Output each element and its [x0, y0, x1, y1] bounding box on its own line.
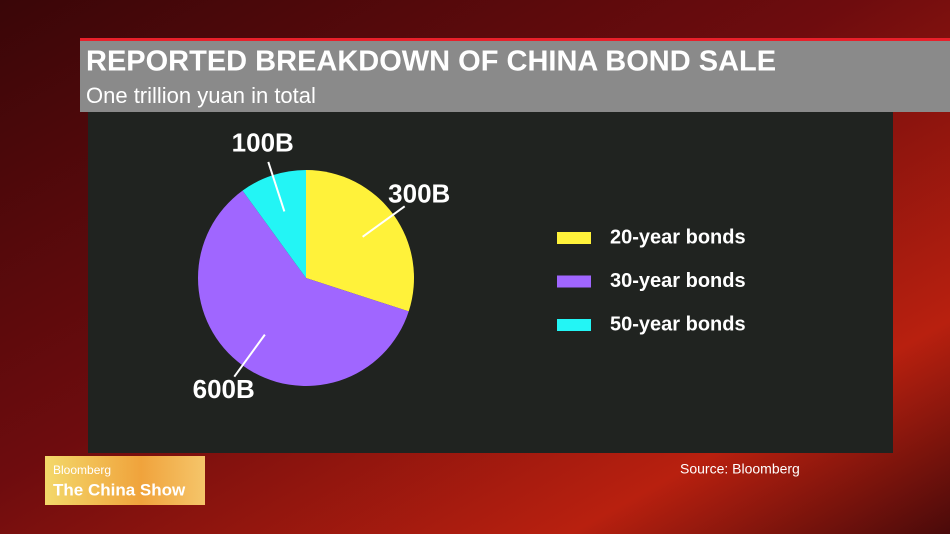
data-label: 100B	[232, 128, 294, 158]
legend-swatch	[557, 275, 591, 288]
plot: 300B 600B 100B 20-year bonds 30-year bonds 50…	[193, 128, 746, 404]
pie-slice	[242, 170, 306, 278]
leader-line	[267, 161, 286, 212]
chart-title: REPORTED BREAKDOWN OF CHINA BOND SALE	[86, 46, 776, 78]
legend-swatch	[557, 319, 591, 331]
source-note: Source: Bloomberg	[680, 461, 800, 477]
pie-slice	[198, 190, 409, 386]
header-accent	[80, 38, 950, 41]
header-bar	[80, 38, 950, 112]
pie-slice	[306, 170, 415, 312]
show-name: The China Show	[53, 480, 186, 499]
leader-line	[362, 205, 406, 238]
data-label: 300B	[388, 179, 450, 209]
legend-label: 20-year bonds	[610, 226, 746, 248]
data-label: 600B	[193, 374, 255, 404]
network-name: Bloomberg	[53, 463, 111, 477]
legend-label: 50-year bonds	[610, 313, 746, 335]
chart-subtitle: One trillion yuan in total	[86, 83, 316, 108]
legend-label: 30-year bonds	[610, 270, 746, 292]
leader-line	[233, 334, 266, 378]
legend-swatch	[557, 232, 591, 244]
brand-box	[45, 456, 205, 505]
